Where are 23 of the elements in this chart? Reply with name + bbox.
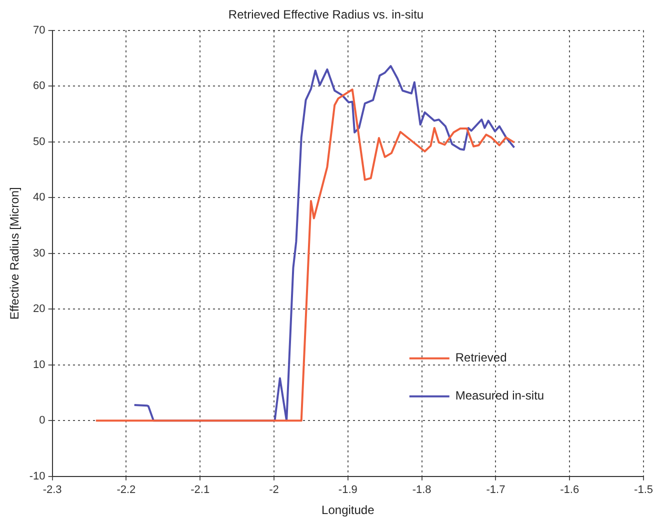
y-tick-label: 40 bbox=[33, 192, 46, 204]
x-tick-label: -1.9 bbox=[338, 484, 358, 496]
y-tick-label: 10 bbox=[33, 358, 46, 371]
x-tick-label: -2.3 bbox=[42, 484, 62, 496]
x-tick-label: -1.5 bbox=[634, 484, 654, 496]
x-tick-label: -1.7 bbox=[486, 484, 506, 496]
y-tick-label: 50 bbox=[33, 136, 46, 148]
x-tick-label: -2.2 bbox=[116, 484, 136, 496]
legend-label: Measured in-situ bbox=[455, 388, 544, 403]
x-tick-label: -2 bbox=[269, 484, 279, 496]
x-tick-label: -1.8 bbox=[412, 484, 432, 496]
legend-label: Retrieved bbox=[455, 350, 507, 365]
x-axis-title: Longitude bbox=[322, 503, 375, 518]
y-tick-label: 0 bbox=[39, 414, 46, 427]
y-tick-label: 30 bbox=[33, 247, 46, 260]
x-tick-label: -2.1 bbox=[190, 484, 210, 496]
y-axis-title: Effective Radius [Micron] bbox=[8, 187, 22, 320]
y-tick-label: 60 bbox=[33, 80, 46, 92]
y-tick-label: 20 bbox=[33, 303, 46, 316]
y-tick-label: -10 bbox=[29, 470, 46, 482]
y-tick-label: 70 bbox=[33, 24, 46, 36]
chart-title: Retrieved Effective Radius vs. in-situ bbox=[228, 8, 424, 22]
x-tick-label: -1.6 bbox=[560, 484, 580, 496]
